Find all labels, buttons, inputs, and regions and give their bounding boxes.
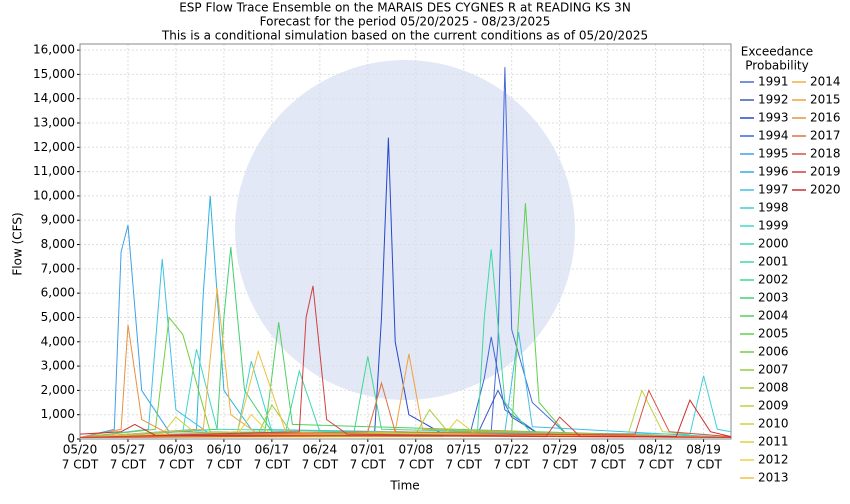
legend-title: Probability [745,59,808,73]
y-tick-label: 15,000 [33,67,75,81]
legend-title: Exceedance [741,45,813,59]
legend-label: 1995 [758,147,789,161]
x-tick-suffix: 7 CDT [398,458,435,472]
y-tick-label: 10,000 [33,188,75,202]
legend-label: 2019 [810,165,841,179]
legend-label: 1992 [758,93,789,107]
series-line [79,285,732,438]
legend-label: 2010 [758,417,789,431]
x-tick-label: 06/10 [207,443,242,457]
x-tick-suffix: 7 CDT [350,458,387,472]
x-tick-label: 07/01 [351,443,386,457]
y-tick-label: 2,000 [41,383,75,397]
y-tick-label: 6,000 [41,286,75,300]
x-tick-label: 08/19 [686,443,721,457]
legend-label: 1994 [758,129,789,143]
y-tick-label: 3,000 [41,359,75,373]
y-tick-label: 0 [67,432,75,446]
x-tick-suffix: 7 CDT [206,458,243,472]
x-tick-label: 07/08 [398,443,433,457]
x-tick-suffix: 7 CDT [685,458,722,472]
legend-label: 2011 [758,435,789,449]
y-tick-label: 16,000 [33,43,75,57]
chart-subtitle: This is a conditional simulation based o… [161,29,648,43]
legend-label: 2017 [810,129,841,143]
y-tick-label: 7,000 [41,261,75,275]
x-tick-label: 06/17 [255,443,290,457]
plot-frame [79,43,732,440]
legend-label: 2015 [810,93,841,107]
series-line [79,324,732,438]
y-axis-label: Flow (CFS) [11,212,25,275]
legend-label: 2001 [758,255,789,269]
x-tick-label: 06/24 [303,443,338,457]
legend-label: 2009 [758,399,789,413]
y-tick-label: 1,000 [41,407,75,421]
legend-label: 2007 [758,363,789,377]
legend-label: 1993 [758,111,789,125]
legend-label: 2013 [758,471,789,485]
y-tick-label: 13,000 [33,116,75,130]
x-tick-suffix: 7 CDT [62,458,99,472]
x-tick-suffix: 7 CDT [637,458,674,472]
x-tick-label: 08/12 [638,443,673,457]
chart-title: ESP Flow Trace Ensemble on the MARAIS DE… [179,1,631,15]
x-tick-label: 05/20 [63,443,98,457]
series-line [79,322,732,438]
legend-label: 2020 [810,183,841,197]
legend-label: 2006 [758,345,789,359]
legend-label: 2016 [810,111,841,125]
series-line [79,398,732,438]
y-tick-label: 4,000 [41,334,75,348]
y-tick-label: 5,000 [41,310,75,324]
x-tick-label: 05/27 [111,443,146,457]
x-tick-suffix: 7 CDT [254,458,291,472]
legend-label: 2003 [758,291,789,305]
x-tick-suffix: 7 CDT [446,458,483,472]
x-tick-label: 07/15 [446,443,481,457]
x-tick-label: 08/05 [590,443,625,457]
legend-label: 2018 [810,147,841,161]
y-tick-label: 12,000 [33,140,75,154]
x-tick-label: 06/03 [159,443,194,457]
series-line [79,349,732,438]
chart-subtitle: Forecast for the period 05/20/2025 - 08/… [260,15,551,29]
series-line [79,246,732,438]
legend-label: 2012 [758,453,789,467]
x-tick-label: 07/22 [494,443,529,457]
legend-label: 2005 [758,327,789,341]
legend-label: 1997 [758,183,789,197]
legend-label: 2000 [758,237,789,251]
x-tick-suffix: 7 CDT [541,458,578,472]
y-tick-label: 8,000 [41,237,75,251]
legend-label: 2014 [810,75,841,89]
legend-label: 2008 [758,381,789,395]
y-tick-label: 14,000 [33,91,75,105]
series-line [79,381,732,438]
x-tick-suffix: 7 CDT [110,458,147,472]
x-tick-suffix: 7 CDT [302,458,339,472]
x-tick-suffix: 7 CDT [158,458,195,472]
legend-label: 1996 [758,165,789,179]
x-axis-label: Time [389,479,419,493]
x-tick-suffix: 7 CDT [494,458,531,472]
legend-label: 2002 [758,273,789,287]
legend-label: 2004 [758,309,789,323]
y-tick-label: 11,000 [33,164,75,178]
legend-label: 1991 [758,75,789,89]
legend-label: 1999 [758,219,789,233]
x-tick-label: 07/29 [542,443,577,457]
x-tick-suffix: 7 CDT [589,458,626,472]
legend-label: 1998 [758,201,789,215]
y-tick-label: 9,000 [41,213,75,227]
